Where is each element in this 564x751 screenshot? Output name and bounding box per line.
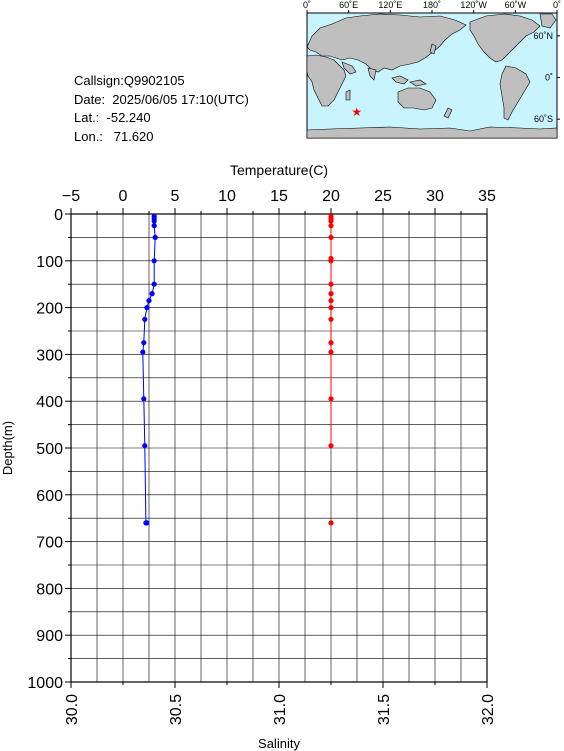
callsign-text: Callsign:Q9902105 [74,73,185,88]
y-axis-tick-label: 100 [36,254,63,271]
series-point [328,520,334,526]
bottom-axis-tick-label: 30.0 [64,694,81,725]
map-longitude-labels: 0˚ 60˚E 120˚E 180˚ 120˚W 60˚W 0˚ [303,0,561,10]
series-point [151,281,157,287]
lat-text: Lat.: -52.240 [74,110,151,125]
top-axis-tick-label: 25 [374,188,392,205]
chart-axes: −5 0 5 10 15 20 25 30 35 30.0 30.5 31.0 31.5 32.0 0 100… [27,188,497,725]
series-point [328,258,334,264]
series-point [151,258,157,264]
top-axis-tick-label: 35 [478,188,496,205]
top-axis-tick-label: 20 [322,188,340,205]
top-axis-tick-label: 30 [426,188,444,205]
y-axis-tick-label: 200 [36,301,63,318]
top-axis-tick-label: 0 [119,188,128,205]
y-axis-tick-label: 0 [54,207,63,224]
chart-grid [70,213,488,683]
y-axis-tick-label: 900 [36,628,63,645]
top-axis-tick-label: 10 [218,188,236,205]
map-latitude-label: 60˚S [534,114,553,124]
top-axis-tick-label: 5 [171,188,180,205]
location-map: 0˚ 60˚E 120˚E 180˚ 120˚W 60˚W 0˚ 60˚N 0˚ 60˚S ★ [303,0,561,139]
series-point [328,234,334,240]
series-point [144,305,150,311]
bottom-axis-tick-label: 31.0 [272,694,289,725]
series-point [328,305,334,311]
map-longitude-label: 120˚E [378,0,402,10]
series-point [328,316,334,322]
top-axis-tick-label: 15 [270,188,288,205]
series-point [328,223,334,229]
series-point [149,291,155,297]
y-axis-tick-label: 700 [36,535,63,552]
series-point [152,234,158,240]
series-point [328,291,334,297]
bottom-axis-tick-label: 31.5 [376,694,393,725]
map-latitude-label: 60˚N [533,31,553,41]
float-info: Callsign:Q9902105 Date: 2025/06/05 17:10… [74,72,249,146]
series-point [142,316,148,322]
series-point [328,443,334,449]
map-axis-ticks [306,10,560,120]
y-axis-tick-label: 800 [36,581,63,598]
series-point [142,443,148,449]
series-point [328,396,334,402]
map-latitude-label: 0˚ [545,73,553,83]
series-point [141,396,147,402]
bottom-axis-tick-label: 30.5 [168,694,185,725]
lon-text: Lon.: 71.620 [74,128,154,144]
series-point [328,349,334,355]
series-point [328,281,334,287]
map-longitude-label: 0˚ [303,0,311,10]
map-longitude-label: 60˚W [505,0,527,10]
map-longitude-label: 60˚E [339,0,358,10]
map-longitude-label: 120˚W [460,0,487,10]
series-point [140,349,146,355]
y-axis-tick-label: 300 [36,347,63,364]
series-point [151,223,157,229]
top-axis-tick-label: −5 [62,188,80,205]
series-point [328,340,334,346]
map-latitude-labels: 60˚N 0˚ 60˚S [533,31,553,124]
y-axis-tick-label: 1000 [27,675,63,692]
map-longitude-label: 180˚ [423,0,441,10]
y-axis-label: Depth(m) [0,421,15,475]
y-axis-tick-label: 400 [36,394,63,411]
series-point [141,340,147,346]
chart-series [140,213,334,526]
series-point [328,298,334,304]
y-axis-tick-label: 600 [36,488,63,505]
top-axis-label: Temperature(C) [230,162,328,178]
y-axis-tick-label: 500 [36,441,63,458]
bottom-axis-tick-label: 32.0 [480,694,497,725]
float-location-marker: ★ [351,105,362,119]
map-longitude-label: 0˚ [553,0,561,10]
date-text: Date: 2025/06/05 17:10(UTC) [74,91,249,107]
series-point [146,298,152,304]
bottom-axis-label: Salinity [258,736,300,751]
map-land [306,13,558,139]
series-point [144,520,150,526]
series-point [328,218,334,224]
series-point [151,218,157,224]
